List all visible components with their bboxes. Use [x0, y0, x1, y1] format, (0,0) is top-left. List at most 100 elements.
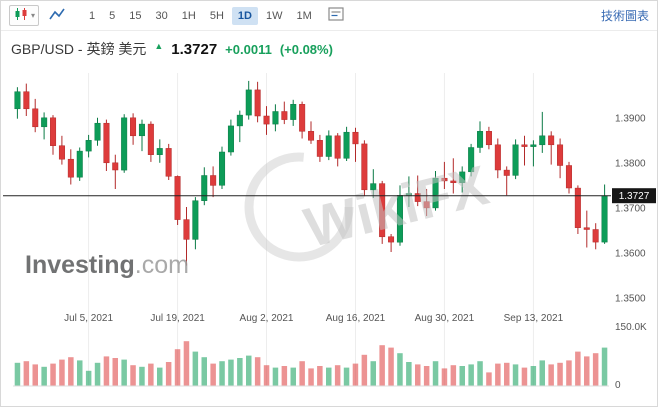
- timeframe-5[interactable]: 5: [103, 7, 121, 25]
- volume-bar: [85, 370, 92, 386]
- candle: [316, 134, 323, 162]
- candle: [583, 210, 590, 248]
- candle: [201, 167, 208, 206]
- volume-bar: [495, 363, 501, 386]
- candle: [281, 101, 288, 125]
- candle: [432, 171, 439, 211]
- volume-bar: [397, 353, 403, 386]
- timeframe-1h[interactable]: 1H: [176, 7, 202, 25]
- volume-bar: [486, 372, 492, 386]
- volume-bar: [308, 368, 314, 386]
- last-price: 1.3727: [171, 40, 218, 58]
- candle: [165, 143, 172, 180]
- pair-title: GBP/USD - 英鎊 美元: [11, 41, 147, 57]
- candle: [388, 234, 395, 252]
- volume-bar: [406, 362, 412, 386]
- volume-bar: [290, 367, 296, 386]
- timeframe-1m[interactable]: 1M: [290, 7, 317, 25]
- volume-bar: [343, 367, 350, 386]
- volume-bar: [263, 365, 270, 386]
- line-chart-button[interactable]: [45, 5, 69, 26]
- investing-watermark: Investing.com: [25, 251, 189, 279]
- timeframe-5h[interactable]: 5H: [204, 7, 230, 25]
- candle: [512, 139, 519, 180]
- svg-text:Sep 13, 2021: Sep 13, 2021: [504, 313, 564, 324]
- volume-bar: [415, 364, 421, 386]
- candle: [219, 146, 226, 189]
- candle: [130, 113, 137, 145]
- volume-bar: [192, 351, 199, 386]
- candle: [450, 158, 457, 194]
- svg-text:1.3500: 1.3500: [615, 294, 646, 305]
- svg-text:150.0K: 150.0K: [615, 322, 647, 333]
- volume-pane: [13, 341, 609, 387]
- candle: [147, 121, 154, 162]
- timeframe-30[interactable]: 30: [150, 7, 174, 25]
- chart-area: WikiFX Investing.com 1.3727 1.3900 1.3800 1.3…: [1, 67, 657, 405]
- timeframe-1w[interactable]: 1W: [260, 7, 289, 25]
- volume-bar: [210, 363, 216, 386]
- x-axis-labels: Jul 5, 2021 Jul 19, 2021 Aug 2, 2021 Aug 16…: [64, 313, 563, 324]
- timeframe-1[interactable]: 1: [83, 7, 101, 25]
- price-change: +0.0011: [225, 41, 272, 57]
- volume-bar: [41, 366, 47, 386]
- volume-bar: [50, 363, 56, 386]
- volume-bar: [450, 365, 457, 386]
- volume-bar: [272, 367, 279, 386]
- timeframe-group: 1 5 15 30 1H 5H 1D 1W 1M: [83, 6, 318, 25]
- candle: [94, 117, 101, 146]
- candle: [485, 126, 492, 150]
- candle: [210, 166, 217, 198]
- candle: [370, 169, 377, 198]
- volume-bar: [68, 357, 74, 386]
- volume-bar: [317, 366, 323, 386]
- timeframe-15[interactable]: 15: [123, 7, 147, 25]
- volume-bar: [23, 361, 30, 386]
- y-axis-labels: 1.3900 1.3800 1.3700 1.3600 1.3500: [615, 113, 646, 304]
- volume-bar: [183, 341, 190, 386]
- volume-bar: [432, 361, 439, 386]
- candle: [352, 127, 359, 162]
- svg-text:Jul 19, 2021: Jul 19, 2021: [150, 313, 205, 324]
- volume-bar: [237, 358, 243, 386]
- price-pane: [14, 80, 608, 266]
- line-chart-icon: [49, 7, 65, 24]
- candle: [565, 161, 572, 194]
- volume-bar: [468, 364, 474, 386]
- volume-bar: [165, 362, 172, 386]
- candle: [272, 104, 279, 132]
- svg-text:1.3700: 1.3700: [615, 203, 646, 214]
- svg-text:Aug 2, 2021: Aug 2, 2021: [240, 313, 294, 324]
- svg-text:Investing.com: Investing.com: [25, 251, 189, 279]
- volume-bar: [459, 366, 465, 386]
- svg-text:Jul 5, 2021: Jul 5, 2021: [64, 313, 113, 324]
- volume-bar: [423, 366, 430, 386]
- timeframe-1d[interactable]: 1D: [231, 6, 258, 25]
- candle: [183, 207, 190, 266]
- volume-bar: [94, 362, 101, 386]
- candle: [103, 119, 110, 171]
- chevron-down-icon: ▾: [31, 11, 36, 20]
- candle: [23, 83, 30, 116]
- candle: [557, 138, 564, 179]
- wikifx-watermark: WikiFX: [244, 152, 494, 262]
- volume-bar: [530, 366, 537, 386]
- candle: [539, 111, 546, 153]
- candle: [156, 139, 163, 163]
- candle: [521, 135, 528, 166]
- candle: [494, 138, 501, 179]
- technical-chart-link[interactable]: 技術圖表: [600, 9, 649, 23]
- volume-bar: [352, 363, 359, 386]
- candle: [548, 131, 555, 165]
- volume-bar: [379, 345, 385, 386]
- candle: [334, 133, 341, 167]
- candle: [227, 119, 234, 156]
- indicators-button[interactable]: [324, 5, 348, 26]
- chart-canvas[interactable]: WikiFXInvesting.com1.37271.39001.38001.3…: [1, 67, 657, 405]
- chart-type-button[interactable]: ▾: [9, 5, 40, 26]
- volume-bar: [201, 357, 207, 386]
- candle: [441, 161, 448, 189]
- svg-text:Aug 16, 2021: Aug 16, 2021: [326, 313, 386, 324]
- volume-bar: [157, 367, 163, 386]
- volume-axis-labels: 150.0K 0: [615, 322, 647, 391]
